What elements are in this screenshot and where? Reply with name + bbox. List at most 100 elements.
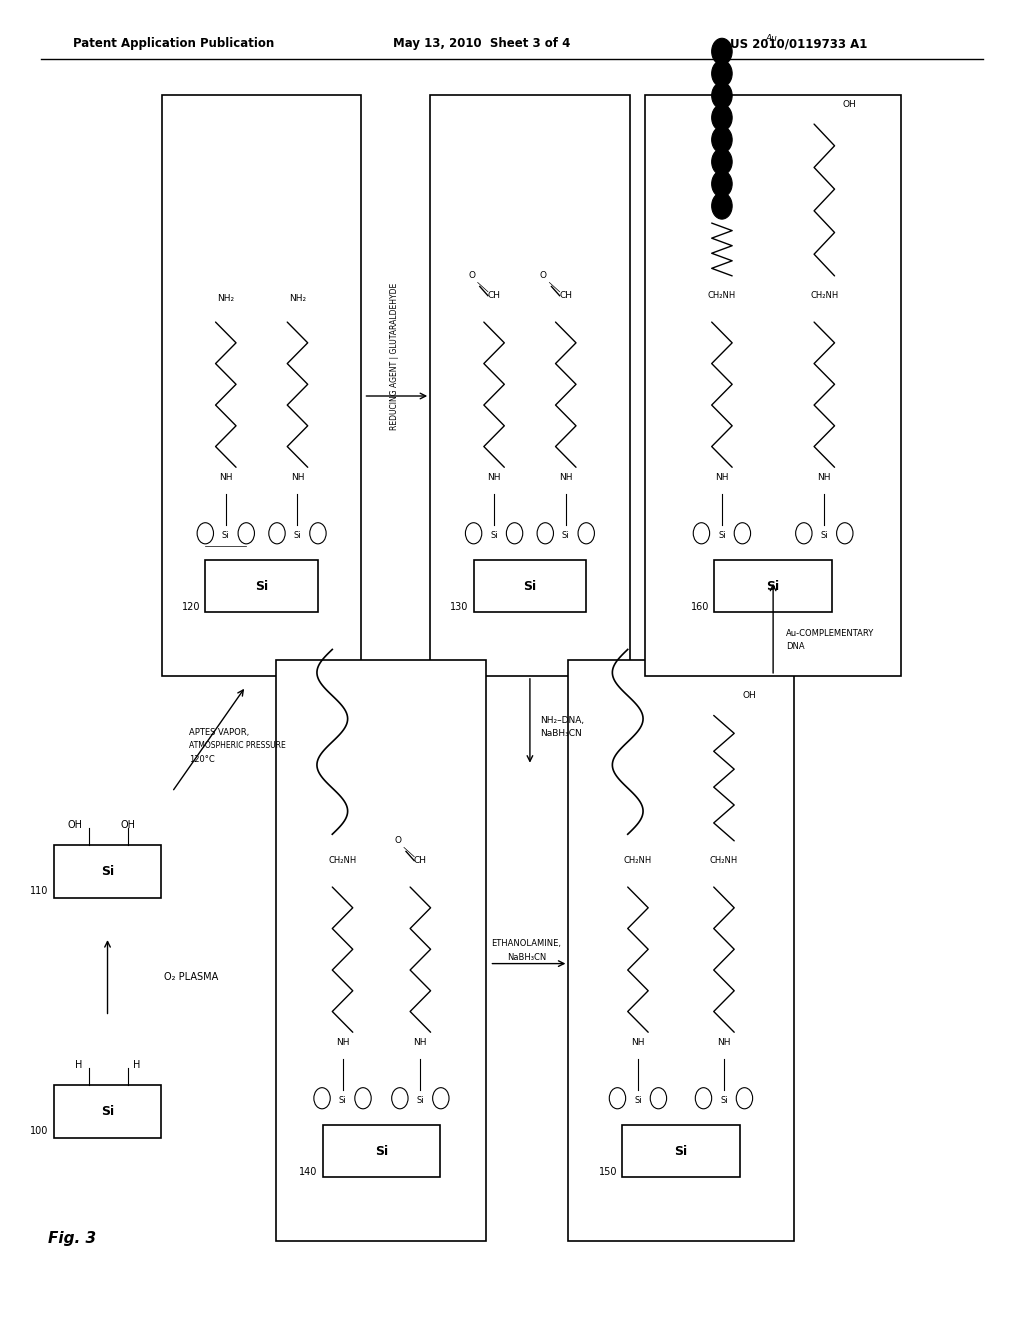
Text: Si: Si bbox=[675, 1144, 687, 1158]
Text: Si: Si bbox=[101, 1105, 114, 1118]
Circle shape bbox=[609, 1088, 626, 1109]
Circle shape bbox=[712, 193, 732, 219]
Text: O: O bbox=[394, 837, 401, 845]
Circle shape bbox=[695, 1088, 712, 1109]
Circle shape bbox=[734, 523, 751, 544]
Circle shape bbox=[796, 523, 812, 544]
Text: H: H bbox=[75, 1060, 83, 1071]
Text: NH₂: NH₂ bbox=[289, 294, 306, 302]
Text: Si: Si bbox=[339, 1097, 346, 1105]
Text: NH: NH bbox=[715, 474, 729, 482]
Bar bbox=[53, 845, 162, 898]
Circle shape bbox=[712, 82, 732, 108]
Bar bbox=[568, 660, 794, 1241]
Text: Patent Application Publication: Patent Application Publication bbox=[74, 37, 274, 50]
Bar bbox=[473, 560, 586, 612]
Bar bbox=[53, 1085, 162, 1138]
Text: NH: NH bbox=[817, 474, 831, 482]
Text: Si: Si bbox=[720, 1097, 728, 1105]
Text: 130: 130 bbox=[451, 602, 468, 612]
Text: 150: 150 bbox=[598, 1167, 616, 1177]
Bar bbox=[623, 1125, 739, 1177]
Circle shape bbox=[693, 523, 710, 544]
Text: OH: OH bbox=[843, 100, 856, 108]
Text: NH: NH bbox=[487, 474, 501, 482]
Text: O: O bbox=[540, 272, 547, 280]
Text: CH₂NH: CH₂NH bbox=[624, 857, 652, 865]
Circle shape bbox=[309, 523, 326, 544]
Circle shape bbox=[537, 523, 553, 544]
Text: CH₂NH: CH₂NH bbox=[329, 857, 356, 865]
Text: Si: Si bbox=[255, 579, 268, 593]
Text: Au: Au bbox=[765, 34, 777, 42]
Circle shape bbox=[736, 1088, 753, 1109]
Text: Si: Si bbox=[634, 1097, 642, 1105]
Bar bbox=[323, 1125, 440, 1177]
Circle shape bbox=[712, 104, 732, 131]
Text: NH: NH bbox=[336, 1039, 349, 1047]
Circle shape bbox=[197, 523, 214, 544]
Text: Si: Si bbox=[222, 532, 229, 540]
Text: NH: NH bbox=[219, 474, 232, 482]
Text: 100: 100 bbox=[31, 1126, 49, 1137]
Text: NaBH₃CN: NaBH₃CN bbox=[541, 730, 582, 738]
Bar bbox=[162, 95, 361, 676]
Circle shape bbox=[712, 170, 732, 197]
Text: CH₂NH: CH₂NH bbox=[710, 857, 738, 865]
Text: CH₂NH: CH₂NH bbox=[810, 292, 839, 300]
Circle shape bbox=[837, 523, 853, 544]
Bar bbox=[430, 95, 630, 676]
Text: CH: CH bbox=[414, 857, 427, 865]
Text: 120°C: 120°C bbox=[189, 755, 215, 763]
Bar bbox=[715, 560, 831, 612]
Text: DNA: DNA bbox=[786, 643, 805, 651]
Text: Si: Si bbox=[820, 532, 828, 540]
Text: Si: Si bbox=[767, 579, 779, 593]
Text: O₂ PLASMA: O₂ PLASMA bbox=[164, 972, 218, 982]
Text: 120: 120 bbox=[181, 602, 201, 612]
Text: Fig. 3: Fig. 3 bbox=[48, 1230, 95, 1246]
Text: CH: CH bbox=[487, 292, 501, 300]
Text: NH: NH bbox=[559, 474, 572, 482]
Circle shape bbox=[313, 1088, 330, 1109]
Text: Si: Si bbox=[294, 532, 301, 540]
Text: NH: NH bbox=[414, 1039, 427, 1047]
Text: CH₂NH: CH₂NH bbox=[708, 292, 736, 300]
Text: Si: Si bbox=[718, 532, 726, 540]
Text: OH: OH bbox=[68, 820, 82, 830]
Circle shape bbox=[355, 1088, 372, 1109]
Circle shape bbox=[465, 523, 481, 544]
Text: NH: NH bbox=[631, 1039, 645, 1047]
Text: 160: 160 bbox=[691, 602, 709, 612]
Circle shape bbox=[238, 523, 254, 544]
Text: Si: Si bbox=[101, 865, 114, 878]
Bar bbox=[276, 660, 486, 1241]
Text: US 2010/0119733 A1: US 2010/0119733 A1 bbox=[730, 37, 867, 50]
Text: May 13, 2010  Sheet 3 of 4: May 13, 2010 Sheet 3 of 4 bbox=[392, 37, 570, 50]
Text: NaBH₃CN: NaBH₃CN bbox=[507, 953, 546, 961]
Circle shape bbox=[578, 523, 594, 544]
Text: CH: CH bbox=[559, 292, 572, 300]
Circle shape bbox=[712, 38, 732, 65]
Circle shape bbox=[506, 523, 522, 544]
Text: 110: 110 bbox=[31, 886, 49, 896]
Text: OH: OH bbox=[742, 692, 756, 700]
Text: Si: Si bbox=[562, 532, 569, 540]
Circle shape bbox=[432, 1088, 449, 1109]
Circle shape bbox=[712, 127, 732, 153]
Circle shape bbox=[712, 61, 732, 87]
Circle shape bbox=[712, 149, 732, 176]
Text: Au-COMPLEMENTARY: Au-COMPLEMENTARY bbox=[786, 630, 874, 638]
Text: NH: NH bbox=[291, 474, 304, 482]
Text: O: O bbox=[468, 272, 475, 280]
Text: NH₂: NH₂ bbox=[217, 294, 234, 302]
Text: REDUCING AGENT | GLUTARALDEHYDE: REDUCING AGENT | GLUTARALDEHYDE bbox=[390, 282, 398, 430]
Text: Si: Si bbox=[375, 1144, 388, 1158]
Text: OH: OH bbox=[121, 820, 135, 830]
Bar bbox=[645, 95, 901, 676]
Text: NH₂–DNA,: NH₂–DNA, bbox=[541, 717, 585, 725]
Text: H: H bbox=[132, 1060, 140, 1071]
Circle shape bbox=[268, 523, 285, 544]
Text: Si: Si bbox=[417, 1097, 424, 1105]
Text: NH: NH bbox=[717, 1039, 731, 1047]
